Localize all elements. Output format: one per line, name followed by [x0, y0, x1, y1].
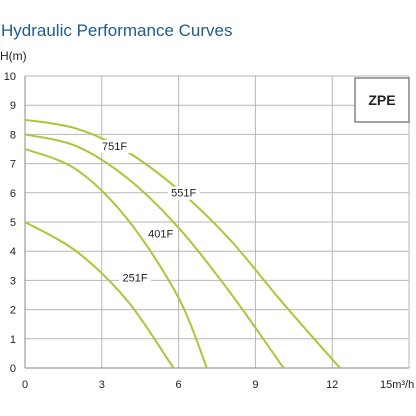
y-tick-label: 4	[10, 246, 16, 258]
y-axis-label: H(m)	[0, 49, 27, 63]
model-box: ZPE	[354, 77, 410, 123]
curve-label-551f: 551F	[171, 188, 196, 200]
x-tick-label: 6	[176, 379, 182, 391]
curve-label-bg-251f	[119, 271, 152, 285]
y-tick-label: 2	[10, 305, 16, 317]
y-tick-label: 1	[10, 334, 16, 346]
y-tick-label: 3	[10, 275, 16, 287]
performance-curves: 751F 551F 401F 251F	[24, 118, 341, 369]
y-tick-label: 9	[10, 100, 16, 112]
y-tick-label: 7	[10, 159, 16, 171]
model-label: ZPE	[368, 92, 395, 108]
curve-label-401f: 401F	[148, 229, 173, 241]
x-tick-label: 3	[99, 379, 105, 391]
x-axis-label: 15m³/h	[380, 379, 414, 391]
curve-label-bg-551f	[167, 186, 200, 200]
curve-551f	[24, 133, 285, 369]
y-tick-label: 6	[10, 188, 16, 200]
curve-251f	[24, 221, 175, 369]
x-tick-label: 12	[326, 379, 338, 391]
x-tick-label: 9	[252, 379, 258, 391]
y-tick-label: 8	[10, 129, 16, 141]
curve-751f	[24, 118, 341, 369]
y-tick-label: 0	[10, 363, 16, 375]
chart-title: Hydraulic Performance Curves	[1, 21, 232, 40]
grid	[24, 75, 410, 369]
curve-401f	[24, 148, 208, 369]
curve-label-bg-751f	[98, 140, 131, 153]
curve-label-251f: 251F	[123, 272, 148, 284]
model-box-border	[354, 77, 410, 123]
curve-label-751f: 751F	[102, 141, 127, 153]
y-tick-label: 10	[4, 71, 16, 83]
y-tick-label: 5	[10, 217, 16, 229]
x-tick-label: 0	[22, 379, 28, 391]
curve-label-bg-401f	[144, 227, 177, 241]
